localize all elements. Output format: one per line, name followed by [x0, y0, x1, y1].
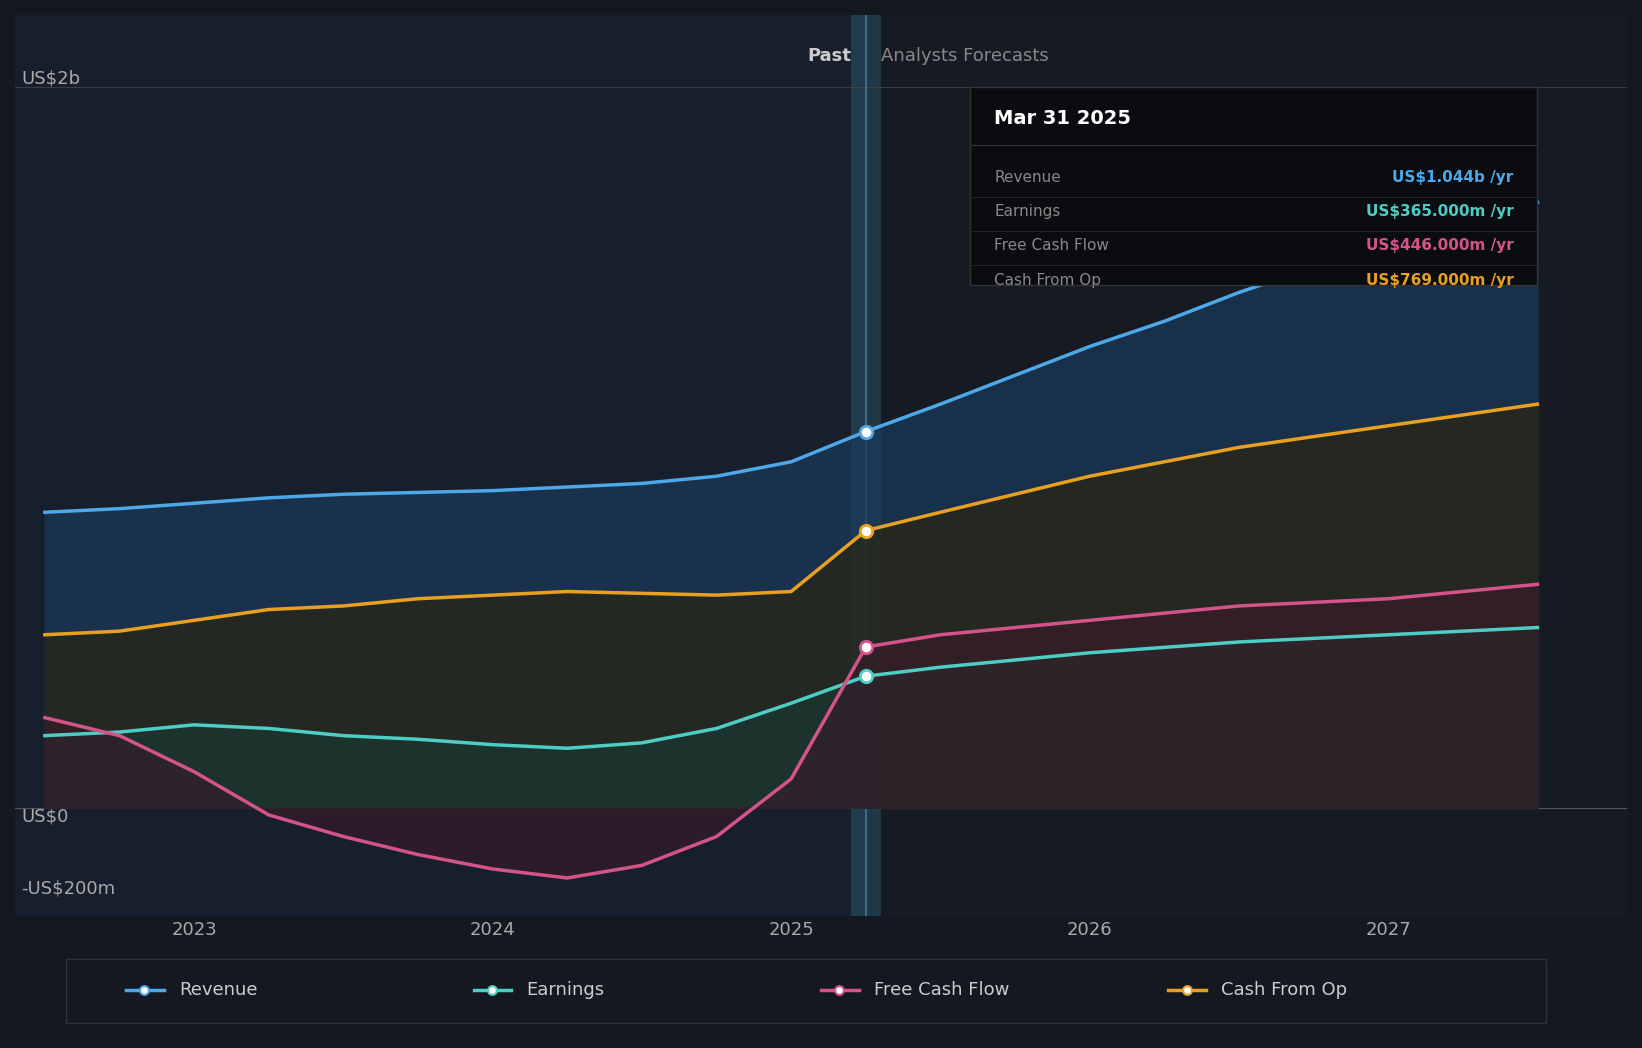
Text: Earnings: Earnings [527, 981, 604, 1000]
Bar [851, 15, 880, 916]
Text: Revenue: Revenue [179, 981, 258, 1000]
Text: Revenue: Revenue [993, 170, 1061, 184]
Point [826, 982, 852, 999]
Text: US$0: US$0 [21, 808, 69, 826]
FancyBboxPatch shape [970, 87, 1537, 285]
Text: US$1.044b /yr: US$1.044b /yr [1392, 170, 1514, 184]
Point [852, 638, 878, 655]
Text: -US$200m: -US$200m [21, 879, 115, 898]
Point [478, 982, 504, 999]
Text: Free Cash Flow: Free Cash Flow [874, 981, 1010, 1000]
Text: Free Cash Flow: Free Cash Flow [993, 238, 1108, 254]
Point [852, 522, 878, 539]
Text: Earnings: Earnings [993, 204, 1061, 219]
Text: Cash From Op: Cash From Op [1222, 981, 1348, 1000]
Text: Cash From Op: Cash From Op [993, 272, 1102, 287]
Point [1174, 982, 1200, 999]
Text: Mar 31 2025: Mar 31 2025 [993, 109, 1131, 128]
Point [131, 982, 158, 999]
Text: US$769.000m /yr: US$769.000m /yr [1366, 272, 1514, 287]
Text: Analysts Forecasts: Analysts Forecasts [880, 47, 1049, 65]
Bar [15, 15, 865, 916]
Text: US$446.000m /yr: US$446.000m /yr [1366, 238, 1514, 254]
Text: US$2b: US$2b [21, 69, 80, 87]
Point [852, 423, 878, 440]
Text: US$365.000m /yr: US$365.000m /yr [1366, 204, 1514, 219]
Point [852, 668, 878, 684]
Bar [865, 15, 1627, 916]
Text: Past: Past [806, 47, 851, 65]
